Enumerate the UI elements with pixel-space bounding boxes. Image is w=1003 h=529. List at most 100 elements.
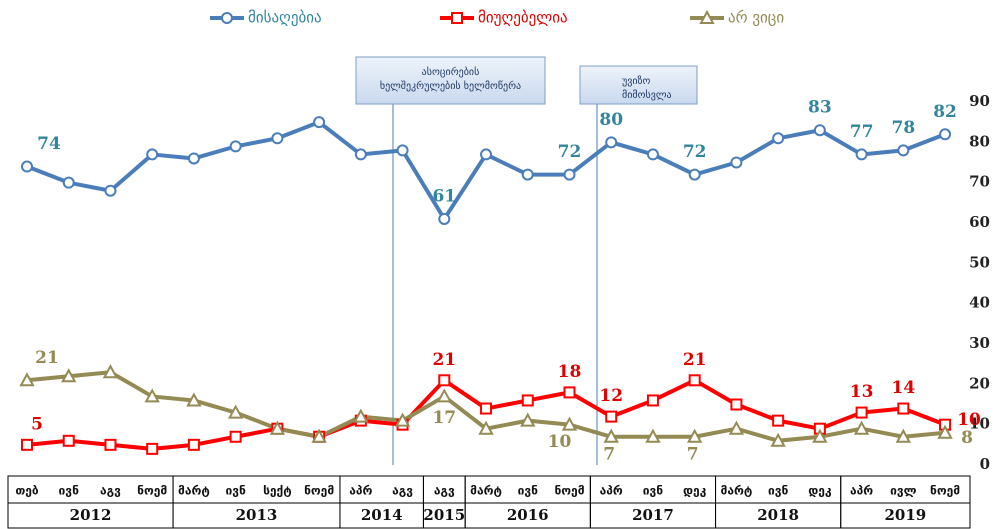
- data-point: [229, 140, 242, 153]
- legend-marker: [221, 12, 233, 24]
- year-label: 2014: [361, 506, 403, 524]
- x-tick-label: ივნ: [225, 484, 246, 498]
- year-label: 2012: [70, 506, 112, 524]
- annotation-text: ხელშეკრულების ხელმოწერა: [380, 80, 521, 92]
- data-label: 21: [35, 348, 59, 368]
- x-tick-label: თებ: [15, 484, 39, 498]
- x-tick-label: ნოემ: [930, 484, 960, 498]
- data-point: [353, 408, 369, 423]
- y-tick-label: 80: [969, 132, 990, 150]
- data-label: 13: [850, 382, 874, 402]
- data-point: [772, 414, 785, 427]
- data-point: [269, 420, 286, 435]
- y-tick-label: 60: [969, 213, 990, 231]
- data-point: [271, 132, 284, 145]
- data-point: [186, 392, 202, 407]
- legend-marker: [451, 12, 463, 24]
- data-label: 61: [432, 186, 456, 206]
- x-tick-label: აპრ: [850, 484, 873, 498]
- data-point: [855, 148, 868, 161]
- data-label: 83: [808, 98, 832, 118]
- y-tick-label: 10: [969, 415, 990, 433]
- annotation-text: უვიზო: [622, 75, 651, 87]
- y-tick-label: 40: [969, 294, 990, 312]
- data-point: [728, 420, 745, 435]
- data-label: 74: [37, 134, 61, 154]
- data-point: [520, 412, 536, 427]
- data-point: [102, 364, 119, 379]
- data-label: 78: [891, 118, 915, 138]
- y-tick-label: 90: [969, 92, 990, 110]
- data-point: [686, 428, 703, 443]
- data-point: [521, 168, 534, 181]
- legend-label: მიუღებელია: [478, 9, 568, 27]
- data-point: [730, 398, 743, 411]
- x-tick-label: ივნ: [59, 484, 80, 498]
- data-point: [645, 428, 661, 443]
- year-label: 2019: [884, 506, 926, 524]
- year-label: 2017: [632, 506, 674, 524]
- x-tick-label: ივნ: [768, 484, 789, 498]
- data-point: [187, 438, 200, 451]
- series-line: [26, 120, 946, 221]
- data-point: [396, 144, 409, 157]
- x-tick-label: ივლ: [890, 484, 917, 498]
- x-tick-label: აპრ: [349, 484, 372, 498]
- annotation-text: მიმოსვლა: [622, 89, 672, 101]
- x-tick-label: სექტ: [263, 484, 292, 498]
- data-point: [146, 148, 159, 161]
- data-label: 8: [961, 428, 973, 448]
- data-point: [19, 372, 35, 387]
- y-tick-label: 30: [969, 334, 990, 352]
- data-point: [688, 374, 701, 387]
- data-point: [21, 438, 33, 451]
- data-point: [311, 428, 327, 443]
- data-point: [354, 148, 367, 161]
- data-point: [62, 434, 75, 447]
- data-point: [104, 438, 117, 451]
- x-tick-label: აგვ: [434, 484, 455, 498]
- data-label: 12: [599, 386, 623, 406]
- data-label: 10: [957, 410, 981, 430]
- x-tick-label: აგვ: [100, 484, 121, 498]
- data-point: [897, 402, 910, 415]
- x-tick-label: აპრ: [600, 484, 623, 498]
- data-point: [62, 176, 75, 189]
- x-tick-label: ივნ: [518, 484, 539, 498]
- data-label: 14: [891, 378, 915, 398]
- data-point: [561, 416, 578, 431]
- data-point: [227, 404, 244, 419]
- x-tick-label: ნოემ: [304, 484, 334, 498]
- x-tick-label: მარტ: [178, 484, 210, 498]
- data-point: [436, 388, 452, 403]
- data-point: [812, 428, 828, 443]
- data-label: 80: [599, 110, 623, 130]
- data-point: [688, 168, 701, 181]
- year-label: 2013: [236, 506, 278, 524]
- y-tick-label: 20: [969, 374, 990, 392]
- data-point: [646, 394, 659, 407]
- data-point: [104, 184, 117, 197]
- annotation-box: [579, 65, 698, 105]
- x-tick-label: მარტ: [721, 484, 753, 498]
- data-label: 18: [558, 362, 582, 382]
- y-tick-label: 50: [969, 253, 990, 271]
- data-point: [605, 410, 618, 423]
- year-label: 2015: [423, 506, 465, 524]
- year-label: 2016: [507, 506, 549, 524]
- x-tick-label: ნოემ: [137, 484, 167, 498]
- data-label: 17: [432, 408, 456, 428]
- data-point: [563, 168, 576, 181]
- data-point: [61, 368, 77, 383]
- annotation-text: ასოცირების: [422, 66, 480, 78]
- data-point: [480, 148, 493, 161]
- x-tick-label: დეკ: [683, 484, 707, 498]
- x-tick-label: ივნ: [643, 484, 664, 498]
- data-point: [187, 152, 200, 165]
- x-tick-label: ნოემ: [554, 484, 584, 498]
- data-point: [438, 212, 451, 225]
- legend-label: არ ვიცი: [728, 9, 784, 27]
- year-cell: [840, 475, 971, 529]
- data-point: [146, 442, 159, 455]
- data-label: 21: [432, 350, 456, 370]
